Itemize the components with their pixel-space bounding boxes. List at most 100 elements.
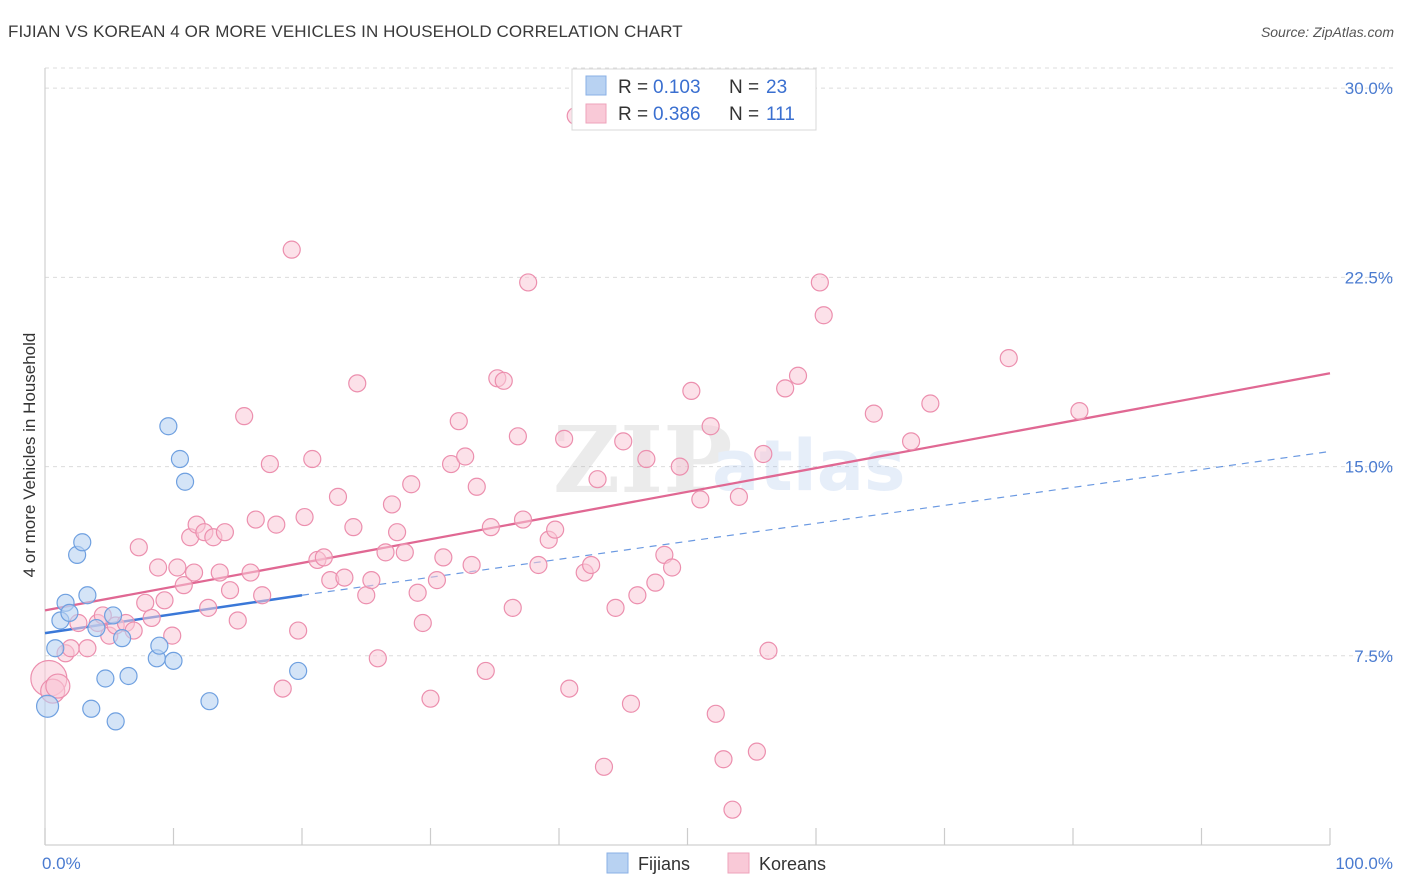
fijian-point xyxy=(164,651,183,670)
korean-point xyxy=(273,679,292,698)
fijians-points xyxy=(35,417,308,731)
korean-point xyxy=(637,449,656,469)
watermark: ZIP atlas xyxy=(553,406,906,514)
y-tick-labels: 7.5% 15.0% 22.5% 30.0% xyxy=(1345,79,1393,666)
korean-point xyxy=(402,475,421,494)
source-label: Source: ZipAtlas.com xyxy=(1260,24,1394,40)
korean-point xyxy=(163,626,182,645)
korean-point xyxy=(494,371,513,390)
legend-fijians-r-value: 0.103 xyxy=(653,77,701,98)
korean-point xyxy=(260,454,279,474)
korean-point xyxy=(228,611,247,630)
fijian-point xyxy=(175,472,195,491)
korean-point xyxy=(382,495,402,514)
korean-point xyxy=(503,598,522,617)
fijian-point xyxy=(87,618,106,638)
fijian-point xyxy=(200,692,219,711)
korean-point xyxy=(662,558,682,577)
bottom-legend: Fijians Koreans xyxy=(606,852,826,874)
korean-point xyxy=(810,273,829,292)
korean-point xyxy=(267,515,286,534)
fijian-point xyxy=(106,712,125,731)
korean-point xyxy=(303,449,322,469)
fijian-point xyxy=(119,666,138,686)
x-ticks xyxy=(44,828,1331,845)
korean-point xyxy=(348,374,367,393)
fijian-point xyxy=(150,636,169,655)
korean-point xyxy=(614,432,633,451)
korean-point xyxy=(729,487,749,506)
bottom-legend-fijians-swatch xyxy=(606,852,629,874)
legend-box: R = 0.103 N = 23 R = 0.386 N = 111 xyxy=(571,68,817,131)
korean-point xyxy=(45,673,71,699)
korean-point xyxy=(215,523,234,542)
korean-point xyxy=(555,429,574,448)
korean-point xyxy=(723,800,742,819)
korean-point xyxy=(814,306,833,325)
korean-point xyxy=(253,586,272,605)
korean-point xyxy=(328,487,348,506)
korean-point xyxy=(168,558,187,577)
korean-point xyxy=(142,608,161,628)
bottom-legend-koreans-swatch xyxy=(727,852,750,874)
korean-point xyxy=(588,470,607,489)
korean-point xyxy=(314,548,333,567)
korean-point xyxy=(241,563,260,582)
korean-point xyxy=(621,694,641,713)
legend-koreans-n-value: 111 xyxy=(766,104,795,125)
korean-point xyxy=(706,704,725,723)
korean-point xyxy=(476,661,495,681)
korean-point xyxy=(362,571,381,590)
korean-point xyxy=(864,404,883,423)
korean-point xyxy=(529,555,548,575)
korean-point xyxy=(148,558,168,577)
korean-point xyxy=(759,641,778,660)
korean-point xyxy=(714,750,733,769)
korean-point xyxy=(701,417,720,436)
korean-point xyxy=(508,427,527,446)
korean-point xyxy=(434,548,453,567)
korean-point xyxy=(295,507,314,527)
korean-point xyxy=(413,613,432,633)
fijian-point xyxy=(104,606,123,625)
korean-point xyxy=(628,586,647,605)
korean-point xyxy=(441,454,461,474)
korean-point xyxy=(754,444,773,464)
fijian-point xyxy=(82,699,101,718)
fijian-point xyxy=(73,533,92,552)
korean-point xyxy=(691,490,710,509)
legend-fijians-r-label: R = xyxy=(618,77,648,98)
korean-point xyxy=(594,757,614,776)
korean-point xyxy=(199,598,218,617)
y-tick-label: 15.0% xyxy=(1345,458,1393,477)
korean-point xyxy=(670,457,689,476)
korean-point xyxy=(513,510,533,529)
korean-point xyxy=(387,523,407,542)
korean-point xyxy=(78,639,97,658)
korean-point xyxy=(449,412,468,431)
korean-point xyxy=(210,563,229,582)
y-tick-label: 7.5% xyxy=(1354,647,1393,666)
korean-point xyxy=(282,240,301,259)
fijian-point xyxy=(289,661,308,681)
korean-point xyxy=(646,573,665,592)
korean-point xyxy=(61,639,80,658)
koreans-points xyxy=(30,106,1089,819)
legend-fijians-n-label: N = xyxy=(729,77,759,98)
korean-point xyxy=(456,447,475,466)
korean-point xyxy=(921,394,940,413)
korean-point xyxy=(560,679,579,698)
chart-title: FIJIAN VS KOREAN 4 OR MORE VEHICLES IN H… xyxy=(8,22,683,41)
korean-point xyxy=(376,543,395,562)
y-axis-label: 4 or more Vehicles in Household xyxy=(20,333,39,578)
korean-point xyxy=(901,432,921,451)
korean-point xyxy=(999,349,1018,368)
legend-fijians-swatch xyxy=(585,75,607,96)
fijian-point xyxy=(170,449,190,469)
fijian-point xyxy=(159,417,178,436)
legend-koreans-r-label: R = xyxy=(618,104,648,125)
legend-koreans-n-label: N = xyxy=(729,104,759,125)
korean-point xyxy=(220,581,240,600)
korean-point xyxy=(421,689,440,708)
